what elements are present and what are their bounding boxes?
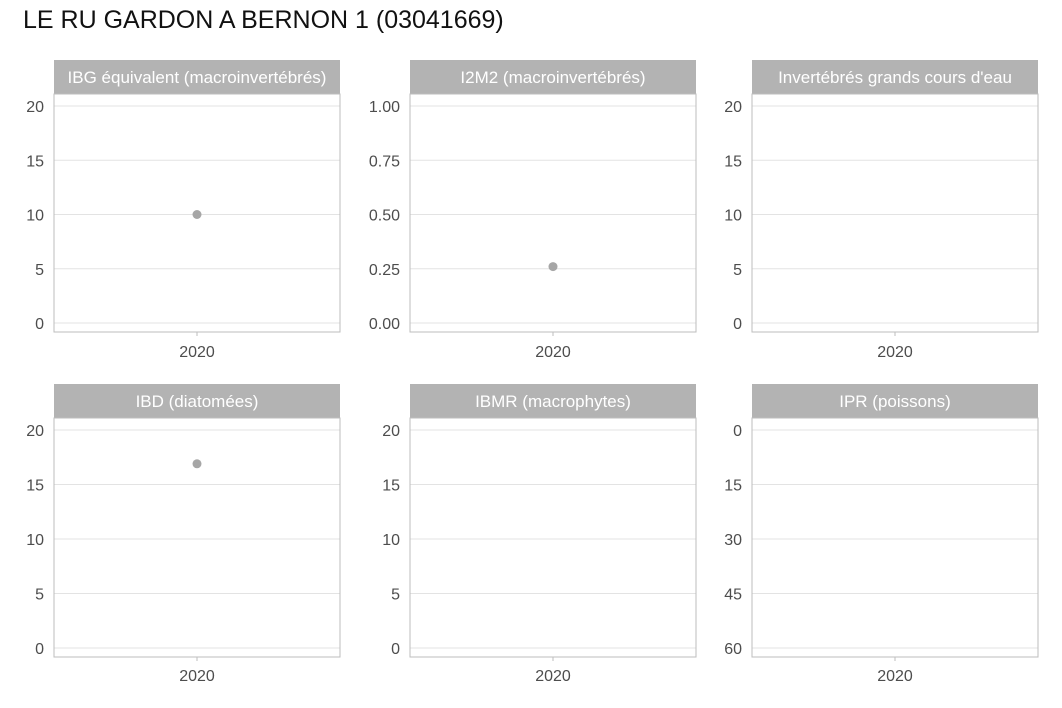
y-tick-label: 0.00	[369, 316, 400, 333]
y-tick-label: 5	[391, 587, 400, 604]
y-tick-label: 5	[35, 587, 44, 604]
facet-title: IBD (diatomées)	[136, 392, 259, 411]
x-tick-label: 2020	[535, 668, 571, 685]
facet-title: IPR (poissons)	[839, 392, 950, 411]
data-point	[548, 262, 558, 272]
y-tick-label: 20	[382, 423, 400, 440]
y-tick-label: 0	[733, 423, 742, 440]
y-tick-label: 0	[391, 641, 400, 658]
facet-title: IBMR (macrophytes)	[475, 392, 631, 411]
y-tick-label: 45	[724, 587, 742, 604]
y-tick-label: 0	[35, 641, 44, 658]
facet-strip	[410, 60, 696, 94]
facet-strip	[752, 60, 1038, 94]
y-tick-label: 0.75	[369, 153, 400, 170]
y-tick-label: 20	[724, 99, 742, 116]
x-tick-label: 2020	[179, 668, 215, 685]
panel-frame	[409, 417, 697, 658]
facet-title: IBG équivalent (macroinvertébrés)	[68, 68, 327, 87]
y-tick-label: 15	[724, 478, 742, 495]
facet-strip	[752, 384, 1038, 418]
y-tick-label: 5	[35, 262, 44, 279]
data-point	[192, 210, 202, 219]
y-tick-label: 10	[382, 532, 400, 549]
x-tick-label: 2020	[877, 668, 913, 685]
y-tick-label: 0	[733, 316, 742, 333]
y-tick-label: 20	[26, 99, 44, 116]
y-tick-label: 60	[724, 641, 742, 658]
y-tick-label: 0.25	[369, 262, 400, 279]
facet-strip	[54, 60, 340, 94]
page-title: LE RU GARDON A BERNON 1 (03041669)	[23, 6, 504, 34]
facet-title: I2M2 (macroinvertébrés)	[460, 68, 645, 87]
y-tick-label: 15	[382, 478, 400, 495]
x-tick-label: 2020	[535, 344, 571, 361]
y-tick-label: 20	[26, 423, 44, 440]
y-tick-label: 15	[724, 153, 742, 170]
facet-panel: Invertébrés grands cours d'eau0510152020…	[724, 60, 1039, 361]
facet-panel: IBG équivalent (macroinvertébrés) 0 5 10 15 2…	[26, 60, 341, 361]
y-tick-label: 1.00	[369, 99, 400, 116]
x-tick-label: 2020	[179, 344, 215, 361]
data-point	[192, 459, 202, 469]
x-tick-label: 2020	[877, 344, 913, 361]
panel-frame	[751, 93, 1039, 333]
panel-frame	[409, 93, 697, 333]
y-tick-label: 0	[35, 316, 44, 333]
y-tick-label: 5	[733, 262, 742, 279]
y-tick-label: 10	[26, 532, 44, 549]
panel-frame	[53, 417, 341, 658]
facet-panel: I2M2 (macroinvertébrés) 0.00 0.25 0.50 0.75 1…	[369, 60, 697, 361]
y-tick-label: 15	[26, 478, 44, 495]
facet-strip	[54, 384, 340, 418]
y-tick-label: 0.50	[369, 208, 400, 225]
facet-title: Invertébrés grands cours d'eau	[778, 68, 1012, 87]
facet-panel: IPR (poissons) 0 15 30 45 60 2020	[724, 384, 1039, 685]
y-tick-label: 30	[724, 532, 742, 549]
panel-frame	[751, 417, 1039, 658]
facet-strip	[410, 384, 696, 418]
y-tick-label: 10	[26, 208, 44, 225]
y-tick-label: 15	[26, 153, 44, 170]
y-tick-label: 10	[724, 208, 742, 225]
